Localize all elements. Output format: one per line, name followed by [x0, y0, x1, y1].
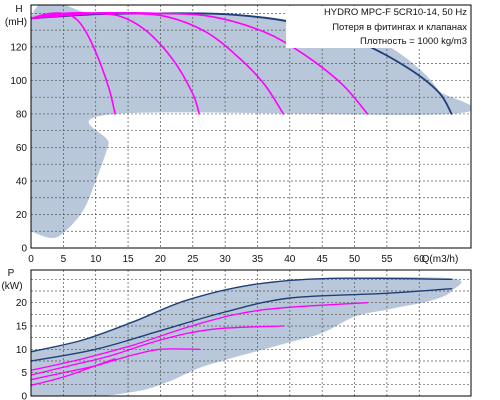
head-panel-frame — [30, 4, 472, 249]
flow-tick-label: 25 — [187, 254, 199, 265]
flow-tick-label: 45 — [317, 254, 329, 265]
flow-tick-label: 50 — [349, 254, 361, 265]
flow-tick-label: 20 — [155, 254, 167, 265]
power-tick-label: 5 — [21, 368, 27, 379]
power-panel: 0 5 10 15 20 P (kW) — [1, 268, 472, 400]
power-axis-ticks: 0 5 10 15 20 — [16, 298, 28, 400]
flow-tick-label: 5 — [61, 254, 67, 265]
head-axis-unit: (mH) — [5, 17, 27, 28]
power-operating-area — [31, 277, 462, 396]
density-note: Плотность = 1000 kg/m3 — [360, 36, 467, 47]
power-panel-frame — [30, 269, 472, 397]
flow-tick-label: 35 — [252, 254, 264, 265]
head-area-polygon — [31, 5, 471, 238]
flow-tick-label: 60 — [414, 254, 426, 265]
power-curve-0 — [31, 277, 453, 353]
power-tick-label: 0 — [21, 392, 27, 400]
losses-note: Потеря в фитингах и клапанах — [332, 22, 467, 33]
flow-tick-label: 10 — [90, 254, 102, 265]
flow-tick-label: 40 — [284, 254, 296, 265]
head-curve-4 — [31, 12, 369, 115]
head-tick-label: 120 — [10, 42, 27, 53]
power-area-polygon — [31, 277, 462, 396]
power-curve-3 — [31, 348, 200, 381]
head-tick-label: 20 — [16, 210, 28, 221]
power-tick-label: 10 — [16, 345, 28, 356]
power-curves — [31, 277, 453, 386]
head-tick-label: 40 — [16, 176, 28, 187]
legend-box — [286, 6, 470, 48]
head-curve-1 — [31, 12, 116, 115]
head-tick-label: 60 — [16, 143, 28, 154]
power-axis-unit: (kW) — [1, 281, 22, 292]
head-tick-label: 100 — [10, 76, 27, 87]
power-grid — [31, 270, 471, 396]
head-tick-label: 80 — [16, 109, 28, 120]
power-curve-1 — [31, 288, 453, 362]
head-axis-ticks: 0 20 40 60 80 100 120 0 5 10 15 20 25 30 35 40 45 50 55 60 — [10, 42, 425, 265]
power-tick-label: 20 — [16, 298, 28, 309]
flow-tick-label: 15 — [122, 254, 134, 265]
power-curve-4 — [31, 325, 285, 376]
head-curve-2 — [31, 12, 200, 115]
flow-tick-label: 0 — [28, 254, 34, 265]
flow-tick-label: 30 — [220, 254, 232, 265]
power-axis-label: P — [8, 268, 15, 279]
head-tick-label: 0 — [21, 244, 27, 255]
power-tick-label: 15 — [16, 322, 28, 333]
power-curve-5 — [31, 302, 369, 371]
head-axis-label: H — [15, 4, 22, 15]
chart-title: HYDRO MPC-F 5CR10-14, 50 Hz — [324, 7, 467, 18]
flow-tick-label: 55 — [381, 254, 393, 265]
flow-axis-label: Q(m3/h) — [422, 254, 459, 265]
head-operating-area — [31, 5, 471, 238]
